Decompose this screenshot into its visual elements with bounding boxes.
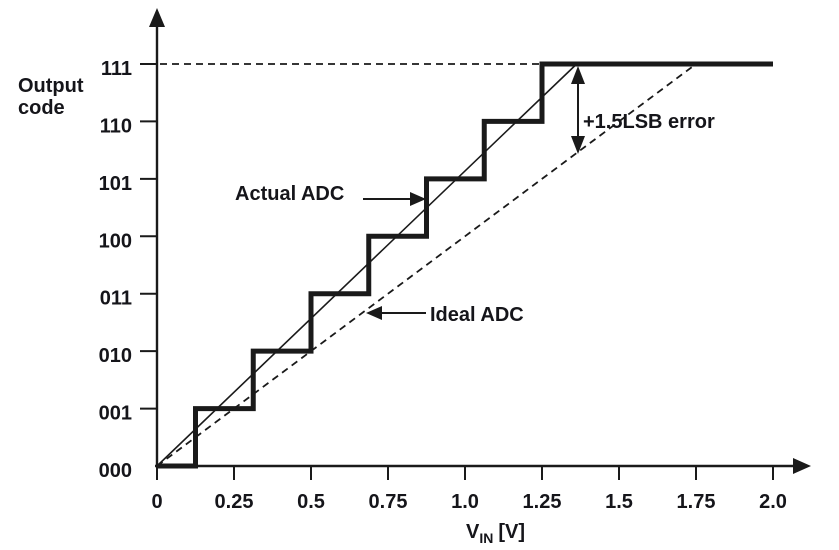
x-tick-label: 1.5 [605, 491, 633, 513]
series-ideal-adc [156, 63, 697, 467]
y-tick-label: 100 [99, 230, 132, 252]
chart-series-layer [156, 61, 773, 469]
x-axis-arrowhead-icon [793, 458, 811, 474]
y-axis-arrowhead-icon [149, 8, 165, 27]
x-tick-label: 1.75 [677, 491, 716, 513]
error-arrow-up-icon [571, 66, 585, 84]
series-actual-adc [157, 61, 773, 469]
x-axis-title-subscript: IN [479, 530, 493, 546]
ideal-adc-label: Ideal ADC [430, 304, 524, 326]
series-actual-adc-gain-line [156, 63, 578, 467]
y-tick-label: 101 [99, 173, 132, 195]
y-tick-label: 000 [99, 460, 132, 482]
y-tick-label: 111 [101, 58, 132, 80]
x-axis-title: VIN [V] [466, 521, 525, 546]
y-axis-title-line2: code [18, 97, 65, 119]
x-tick-label: 0.25 [215, 491, 254, 513]
x-tick-label: 2.0 [759, 491, 787, 513]
x-tick-label: 0.5 [297, 491, 325, 513]
y-tick-label: 110 [100, 115, 132, 137]
y-tick-label: 001 [99, 403, 132, 425]
x-axis-title-main: V [466, 521, 480, 543]
y-axis-title-line1: Output [18, 75, 84, 97]
x-axis-title-unit: [V] [498, 521, 525, 543]
x-tick-label: 1.0 [451, 491, 479, 513]
error-label: +1.5LSB error [583, 111, 715, 133]
error-arrow-down-icon [571, 136, 585, 154]
x-tick-label: 0 [151, 491, 162, 513]
actual-adc-arrow-icon [410, 192, 426, 206]
y-tick-label: 011 [100, 288, 132, 310]
ideal-adc-arrow-icon [366, 306, 382, 320]
chart-ticks-layer: 0 0.25 0.5 0.75 1.0 1.25 1.5 1.75 2.0 000 001 010 01… [99, 58, 787, 513]
x-tick-label: 1.25 [523, 491, 562, 513]
y-tick-label: 010 [99, 345, 132, 367]
actual-adc-label: Actual ADC [235, 183, 344, 205]
x-tick-label: 0.75 [369, 491, 408, 513]
